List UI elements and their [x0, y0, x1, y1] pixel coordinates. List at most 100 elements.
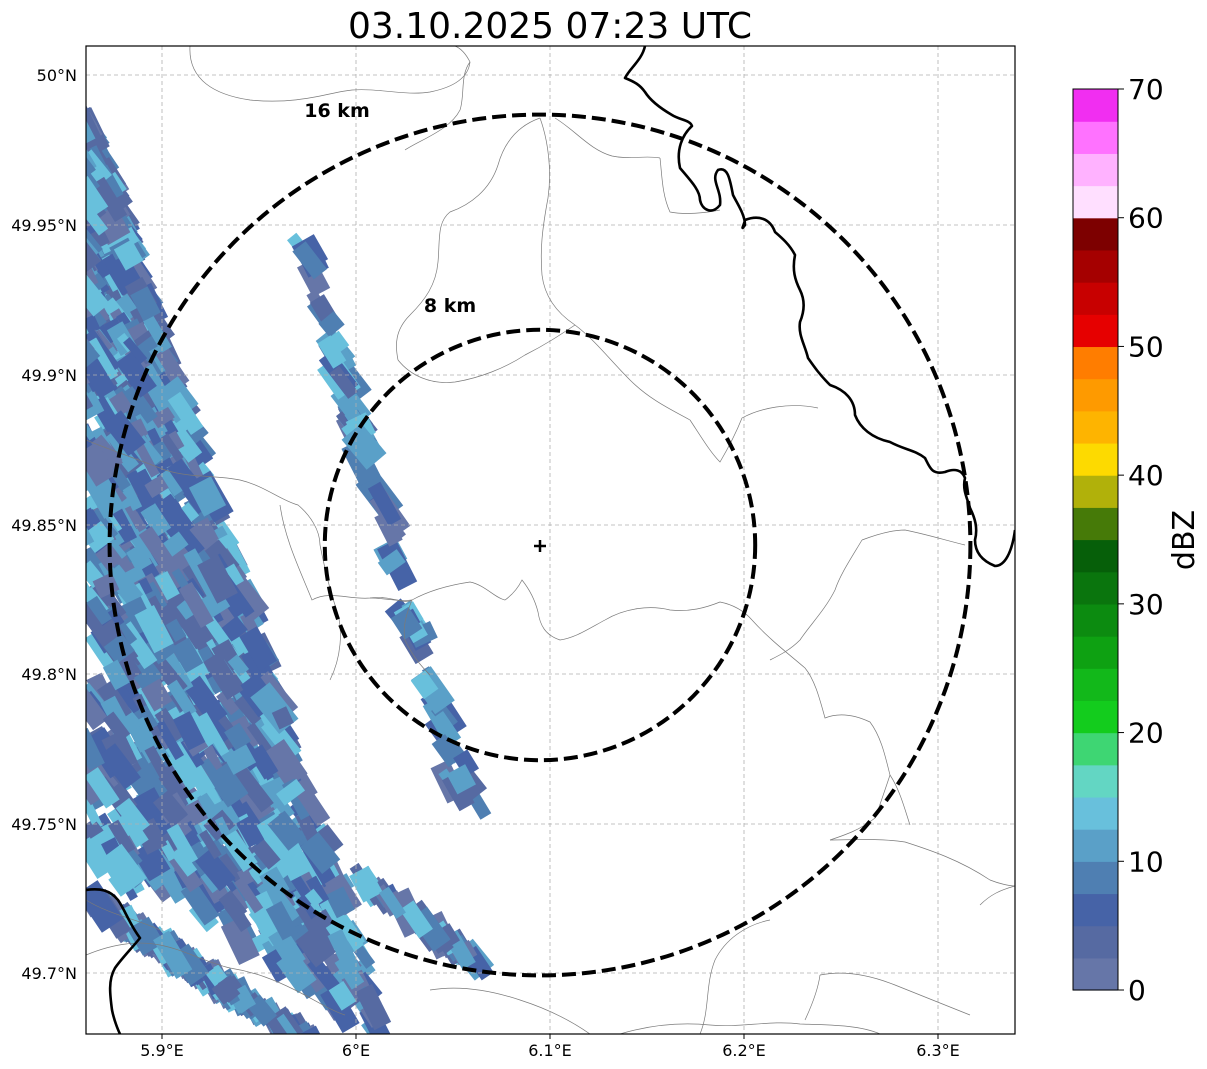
echo-cell: [86, 788, 103, 830]
echo-cell: [390, 606, 423, 640]
echo-cell: [65, 108, 85, 131]
echo-cell: [53, 120, 75, 143]
echo-cell: [86, 97, 89, 126]
reflectivity-echoes: [49, 92, 495, 1069]
colorbar-segment: [1073, 957, 1118, 991]
echo-cell: [334, 954, 365, 990]
echo-cell: [60, 155, 82, 179]
echo-cell: [197, 554, 238, 604]
colorbar-segment: [1073, 603, 1118, 637]
echo-cell: [350, 1059, 395, 1069]
national-borders: [86, 46, 1015, 1034]
echo-cell: [453, 749, 480, 778]
echo-cell: [154, 707, 185, 744]
echo-cell: [55, 152, 80, 181]
echo-cell: [86, 186, 88, 219]
lon-tick-label: 6°E: [342, 1041, 370, 1060]
echo-cell: [292, 241, 328, 280]
echo-cell: [86, 680, 109, 731]
colorbar-frame: [1072, 88, 1119, 991]
echo-cell: [220, 916, 260, 965]
echo-cell: [102, 711, 131, 742]
map-panel[interactable]: 16 km 8 km: [44, 45, 1016, 1069]
echo-cell: [86, 101, 89, 127]
colorbar-tick-label: 60: [1128, 202, 1164, 235]
echo-cell: [318, 311, 345, 338]
echo-cell: [86, 109, 88, 144]
echo-cell: [86, 390, 94, 413]
echo-cell: [379, 886, 406, 919]
longitude-axis: 5.9°E 6°E 6.1°E 6.2°E 6.3°E: [140, 1034, 960, 1060]
echo-cell: [172, 711, 206, 751]
colorbar-segment: [1073, 185, 1118, 219]
echo-cell: [63, 152, 82, 173]
echo-cell: [328, 981, 357, 1011]
echo-cell: [235, 815, 265, 848]
lon-tick-label: 6.3°E: [916, 1041, 960, 1060]
echo-cell: [49, 101, 79, 130]
lat-tick-label: 49.8°N: [21, 665, 77, 684]
lat-tick-label: 49.85°N: [11, 516, 77, 535]
echo-cell: [86, 727, 105, 771]
colorbar-segments: [1073, 89, 1118, 991]
lat-tick-label: 50°N: [37, 66, 77, 85]
colorbar-segment: [1073, 217, 1118, 251]
echo-cell: [86, 118, 87, 160]
echo-cell: [239, 626, 278, 672]
echo-cell: [86, 92, 88, 136]
echo-cell: [206, 762, 249, 808]
echo-cell: [176, 527, 205, 558]
echo-cell: [358, 1065, 388, 1069]
colorbar: 0 10 20 30 40 50 60 70 dBZ: [1072, 73, 1202, 1007]
echo-cell: [313, 1043, 331, 1062]
echo-cell: [86, 113, 87, 162]
ring-label-8km: 8 km: [424, 295, 476, 317]
echo-cell: [154, 719, 185, 761]
echo-cell: [341, 423, 387, 470]
echo-cell: [199, 829, 222, 860]
echo-cell: [221, 563, 244, 588]
echo-cell: [180, 881, 220, 926]
echo-cell: [144, 474, 169, 499]
echo-cell: [273, 837, 313, 882]
echo-cell: [86, 837, 111, 879]
colorbar-tick-label: 0: [1128, 974, 1146, 1007]
echo-cell: [295, 925, 336, 968]
echo-cell: [130, 286, 161, 322]
echo-cell: [349, 865, 383, 903]
echo-cell: [86, 270, 110, 317]
echo-cell: [64, 243, 85, 270]
echo-cell: [215, 976, 241, 1003]
echo-cell: [124, 384, 158, 424]
echo-cell: [142, 315, 172, 353]
echo-cell: [268, 926, 306, 970]
echo-cell: [107, 802, 149, 851]
echo-cell: [86, 155, 90, 189]
echo-cell: [132, 840, 171, 882]
echo-cell: [140, 502, 172, 538]
echo-cell: [308, 1037, 337, 1066]
lat-tick-label: 49.9°N: [21, 366, 77, 385]
echo-cell: [86, 153, 87, 194]
colorbar-segment: [1073, 346, 1118, 380]
echo-cell: [52, 129, 84, 165]
echo-cell: [86, 767, 120, 809]
colorbar-segment: [1073, 861, 1118, 895]
echo-cell: [86, 411, 96, 445]
latitude-axis: 50°N 49.95°N 49.9°N 49.85°N 49.8°N 49.75…: [11, 66, 77, 983]
echo-cell: [153, 930, 193, 979]
colorbar-segment: [1073, 571, 1118, 605]
echo-cell: [267, 810, 306, 851]
echo-cell: [198, 712, 230, 757]
echo-cell: [56, 168, 85, 196]
echo-cell: [86, 632, 118, 674]
echo-cell: [224, 722, 252, 751]
echo-cell: [159, 469, 183, 497]
echo-cell: [234, 877, 264, 914]
colorbar-segment: [1073, 282, 1118, 315]
echo-cell: [355, 983, 392, 1031]
echo-cell: [183, 799, 209, 826]
echo-cell: [232, 764, 274, 813]
radar-site-marker[interactable]: [534, 540, 546, 552]
